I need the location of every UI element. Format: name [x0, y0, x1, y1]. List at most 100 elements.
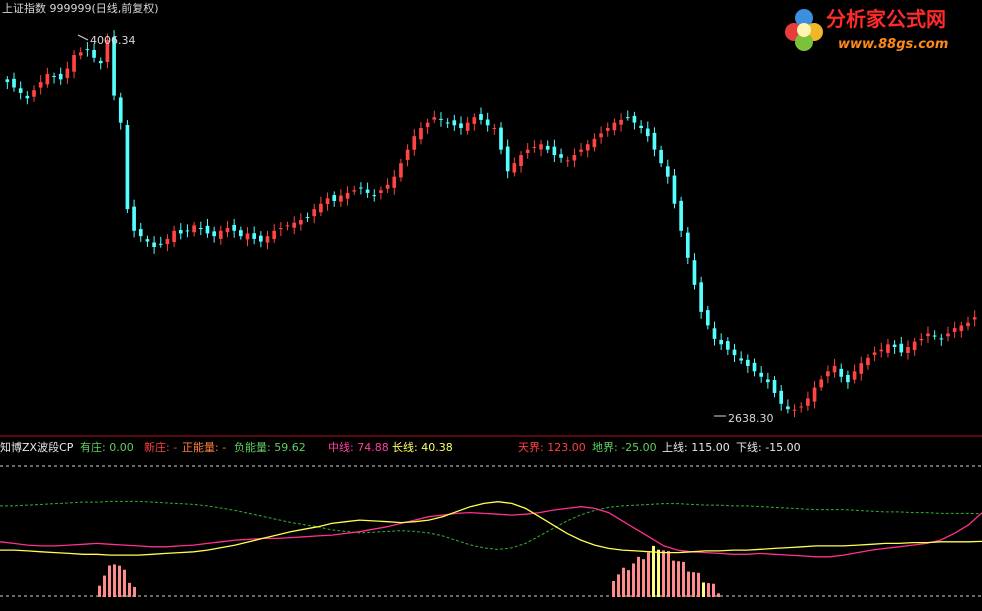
candle-body [725, 341, 730, 350]
candle-body [625, 117, 630, 119]
candle-body [505, 146, 510, 172]
candle-body [639, 125, 643, 129]
candle-body [192, 225, 196, 233]
candle-body [445, 122, 450, 124]
candle-body [379, 190, 383, 193]
candle-body [65, 68, 70, 79]
indicator-bar [662, 550, 665, 597]
candle-body [772, 380, 777, 393]
candle-body [679, 200, 683, 231]
candle-body [125, 124, 130, 210]
candle-body [152, 242, 156, 247]
candle-body [485, 119, 490, 126]
candle-body [412, 136, 417, 150]
indicator-bar [692, 572, 695, 597]
candle-body [405, 149, 410, 160]
indicator-legend: 知博ZX波段CP 有庄: 0.00 新庄: - 正能量: - 负能量: 59.6… [0, 438, 982, 454]
candle-body [265, 236, 270, 243]
candle-body [559, 154, 563, 158]
candle-body [786, 406, 790, 410]
flower-icon [785, 9, 823, 51]
candle-body [172, 230, 176, 243]
candle-body [946, 333, 950, 337]
candle-body [279, 228, 283, 230]
high-label: 4006.34 [90, 34, 136, 47]
candle-body [12, 78, 16, 88]
candle-body [879, 349, 884, 352]
candle-body [212, 231, 216, 237]
candlestick-series [5, 30, 977, 418]
indicator-bar [617, 574, 620, 597]
site-logo: 分析家公式网 www.88gs.com [785, 7, 948, 52]
candle-body [452, 120, 457, 126]
legend-item: 地界: -25.00 [592, 441, 657, 454]
candle-body [719, 339, 723, 345]
candle-body [852, 371, 857, 380]
indicator-bar [108, 565, 111, 597]
candle-body [699, 282, 703, 312]
candle-body [459, 123, 463, 129]
candle-body [672, 175, 677, 204]
candle-body [58, 73, 63, 80]
candle-body [866, 357, 870, 366]
candle-body [886, 344, 890, 353]
candle-body [705, 310, 710, 326]
candle-body [926, 333, 930, 337]
candle-body [72, 55, 76, 72]
candle-body [812, 387, 817, 402]
candle-body [25, 95, 30, 99]
candle-body [92, 49, 96, 58]
indicator-bar [103, 575, 106, 597]
indicator-bar [657, 549, 660, 597]
indicator-bar [627, 570, 630, 597]
legend-item: 有庄: 0.00 [80, 441, 134, 454]
candle-body [585, 144, 590, 151]
indicator-name: 知博ZX波段CP [0, 441, 74, 454]
candle-body [732, 349, 737, 356]
candle-body [599, 133, 603, 138]
candle-body [105, 39, 110, 62]
candle-body [245, 233, 250, 240]
indicator-bar [667, 551, 670, 597]
candle-body [579, 149, 583, 152]
indicator-bar [98, 585, 101, 597]
candle-body [539, 144, 543, 150]
candle-body [872, 352, 877, 355]
indicator-bar [637, 556, 640, 597]
candle-body [899, 343, 904, 353]
indicator-bar [128, 582, 131, 597]
candle-body [38, 82, 43, 88]
candle-body [512, 163, 517, 173]
indicator-bar [133, 586, 136, 597]
indicator-bar [118, 565, 121, 597]
candle-body [218, 230, 223, 239]
candle-body [499, 127, 503, 150]
candle-body [645, 128, 650, 137]
volume-bars [98, 545, 720, 597]
candle-body [225, 228, 230, 233]
candle-body [325, 198, 330, 204]
candle-body [285, 225, 290, 227]
indicator-bar [612, 581, 615, 597]
candle-body [359, 187, 363, 189]
candle-body [966, 322, 970, 327]
candle-body [138, 229, 143, 237]
candle-body [592, 138, 597, 148]
candle-body [892, 344, 897, 348]
candle-body [545, 145, 550, 150]
candle-body [912, 341, 917, 351]
candle-body [839, 368, 844, 377]
candle-body [519, 155, 523, 166]
candle-body [932, 335, 937, 337]
indicator-bar [717, 593, 720, 597]
high-annotation: 4006.34 [77, 34, 136, 47]
candle-body [652, 132, 657, 150]
indicator-bar [622, 567, 625, 597]
candle-body [292, 222, 297, 228]
indicator-bar [632, 563, 635, 597]
candle-body [565, 160, 570, 162]
candle-body [799, 406, 804, 408]
candle-body [859, 363, 864, 374]
candle-body [819, 379, 824, 388]
candle-body [339, 195, 343, 202]
